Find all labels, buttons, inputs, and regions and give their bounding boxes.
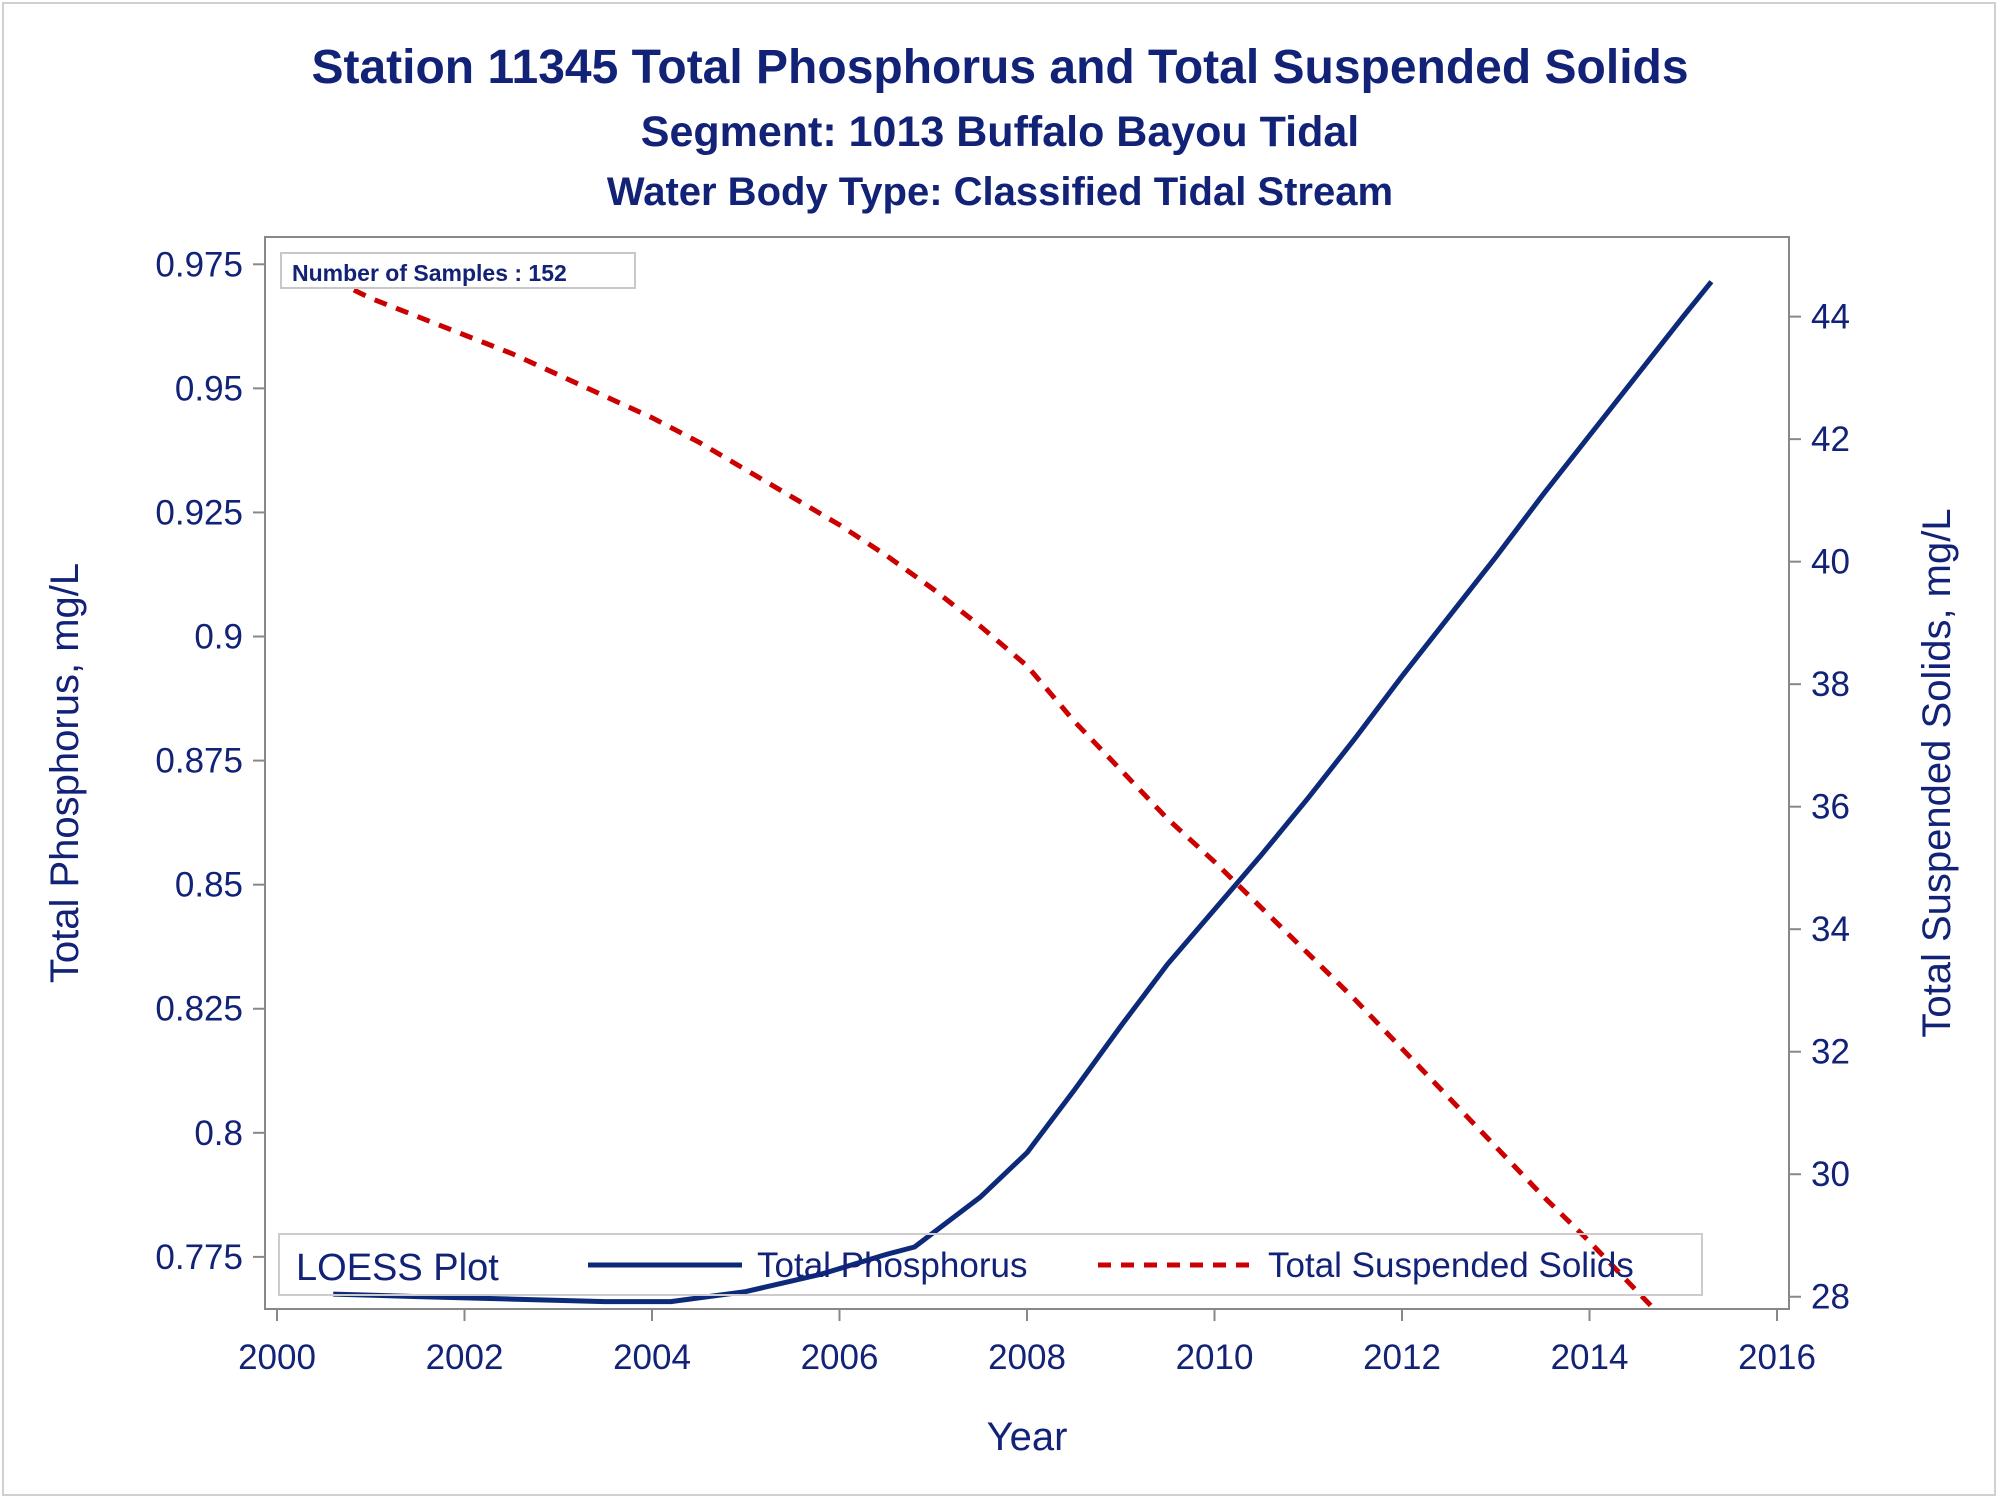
y-left-axis-label: Total Phosphorus, mg/L [43,563,87,983]
y-left-tick-label: 0.925 [155,493,243,532]
legend-label-phosphorus: Total Phosphorus [757,1246,1027,1285]
x-tick-label: 2004 [613,1338,691,1377]
x-tick-label: 2008 [988,1338,1066,1377]
y-right-tick-label: 42 [1811,420,1850,459]
chart-subtitle-segment: Segment: 1013 Buffalo Bayou Tidal [640,108,1360,156]
x-tick-label: 2002 [426,1338,504,1377]
y-left-tick-label: 0.9 [194,618,243,657]
y-left-tick-label: 0.775 [155,1238,243,1277]
x-axis-label: Year [987,1415,1068,1459]
x-tick-label: 2014 [1551,1338,1629,1377]
y-right-tick-label: 38 [1811,665,1850,704]
chart-subtitle-waterbody: Water Body Type: Classified Tidal Stream [606,170,1394,214]
y-right-tick-label: 44 [1811,298,1850,337]
legend-box [278,1233,1703,1296]
y-left-tick-label: 0.875 [155,742,243,781]
y-right-tick-label: 34 [1811,910,1850,949]
series-line-total-phosphorus [333,280,1714,1305]
y-left-axis-ticks: 0.775 0.8 0.825 0.85 0.875 0.9 0.925 0.95 0.975 [155,245,265,1277]
sample-count-box [280,252,636,289]
y-right-axis-label: Total Suspended Solids, mg/L [1915,508,1959,1037]
y-right-tick-label: 40 [1811,543,1850,582]
y-right-axis-ticks: 28 30 32 34 36 38 40 42 44 [1789,298,1850,1317]
y-left-tick-label: 0.825 [155,990,243,1029]
plot-area-frame [264,236,1790,1310]
y-right-tick-label: 30 [1811,1155,1850,1194]
legend-title: LOESS Plot [296,1247,499,1289]
sample-count-label: Number of Samples : 152 [292,260,567,286]
y-right-tick-label: 32 [1811,1033,1850,1072]
sample-count-inset: Number of Samples : 152 [280,252,636,289]
y-left-tick-label: 0.85 [175,866,243,905]
x-tick-label: 2000 [238,1338,316,1377]
legend-label-tss: Total Suspended Solids [1268,1246,1634,1285]
y-left-tick-label: 0.8 [194,1114,243,1153]
x-tick-label: 2012 [1363,1338,1441,1377]
x-tick-label: 2006 [801,1338,879,1377]
x-tick-label: 2010 [1176,1338,1254,1377]
y-right-tick-label: 36 [1811,788,1850,827]
y-right-tick-label: 28 [1811,1278,1850,1317]
series-line-total-suspended-solids [332,277,1658,1309]
legend: LOESS Plot Total Phosphorus Total Suspen… [278,1233,1703,1296]
chart-title: Station 11345 Total Phosphorus and Total… [311,41,1689,94]
y-left-tick-label: 0.95 [175,369,243,408]
x-tick-label: 2016 [1738,1338,1816,1377]
series-layer [332,277,1714,1309]
x-axis-ticks: 2000 2002 2004 2006 2008 2010 2012 2014 2016 [238,1309,1816,1377]
y-left-tick-label: 0.975 [155,245,243,284]
